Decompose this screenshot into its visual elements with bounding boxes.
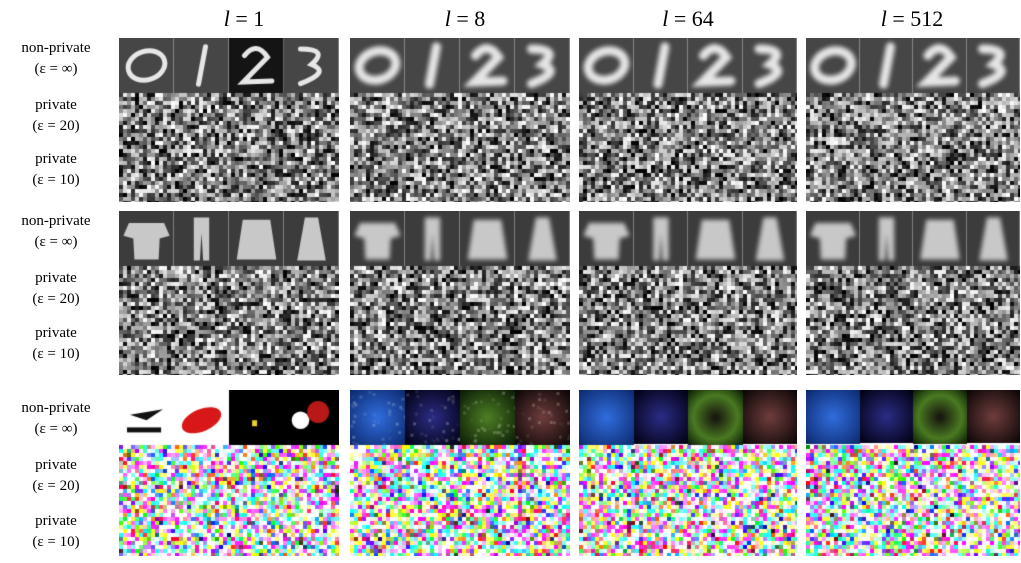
image-grid-fashion-l-8 (350, 211, 570, 375)
row-label-cifar-private-20: private (ε = 20) (0, 455, 112, 497)
column-header-l-64: l = 64 (578, 3, 798, 35)
column-var: l (662, 6, 669, 31)
row-title: private (35, 151, 77, 167)
row-label-mnist-private-10: private (ε = 10) (0, 149, 112, 191)
image-grid-cifar-l-1 (119, 390, 339, 556)
column-header-l-512: l = 512 (802, 3, 1021, 35)
image-grid-fashion-l-64 (579, 211, 797, 375)
row-epsilon: (ε = ∞) (34, 61, 78, 77)
row-label-mnist-nonprivate: non-private (ε = ∞) (0, 38, 112, 80)
row-epsilon: (ε = 10) (32, 534, 80, 550)
image-grid-mnist-l-1 (119, 38, 339, 202)
column-var: l (880, 6, 887, 31)
row-title: private (35, 325, 77, 341)
column-eq: = (235, 6, 248, 31)
column-header-l-8: l = 8 (355, 3, 575, 35)
row-epsilon: (ε = 10) (32, 346, 80, 362)
column-val: 1 (253, 6, 265, 31)
column-header-l-1: l = 1 (134, 3, 354, 35)
image-grid-mnist-l-512 (806, 38, 1020, 202)
row-title: private (35, 270, 77, 286)
row-label-fashion-private-20: private (ε = 20) (0, 268, 112, 310)
column-val: 512 (910, 6, 944, 31)
row-title: non-private (21, 400, 91, 416)
row-label-cifar-nonprivate: non-private (ε = ∞) (0, 398, 112, 440)
row-label-mnist-private-20: private (ε = 20) (0, 95, 112, 137)
column-eq: = (673, 6, 687, 31)
row-title: private (35, 97, 77, 113)
column-val: 64 (691, 6, 714, 31)
row-label-fashion-nonprivate: non-private (ε = ∞) (0, 211, 112, 253)
row-title: private (35, 513, 77, 529)
column-eq: = (892, 6, 905, 31)
row-epsilon: (ε = 20) (32, 118, 80, 134)
row-epsilon: (ε = ∞) (34, 234, 78, 250)
image-grid-mnist-l-64 (579, 38, 797, 202)
image-grid-cifar-l-512 (806, 390, 1020, 556)
image-grid-fashion-l-512 (806, 211, 1020, 375)
row-epsilon: (ε = ∞) (34, 421, 78, 437)
row-title: non-private (21, 40, 91, 56)
row-epsilon: (ε = 20) (32, 478, 80, 494)
column-var: l (444, 6, 451, 31)
row-epsilon: (ε = 20) (32, 291, 80, 307)
image-grid-fashion-l-1 (119, 211, 339, 375)
column-val: 8 (474, 6, 486, 31)
column-var: l (223, 6, 230, 31)
row-label-fashion-private-10: private (ε = 10) (0, 323, 112, 365)
image-grid-cifar-l-64 (579, 390, 797, 556)
row-title: private (35, 457, 77, 473)
column-eq: = (456, 6, 469, 31)
image-grid-mnist-l-8 (350, 38, 570, 202)
row-label-cifar-private-10: private (ε = 10) (0, 511, 112, 553)
image-grid-cifar-l-8 (350, 390, 570, 556)
row-title: non-private (21, 213, 91, 229)
row-epsilon: (ε = 10) (32, 172, 80, 188)
